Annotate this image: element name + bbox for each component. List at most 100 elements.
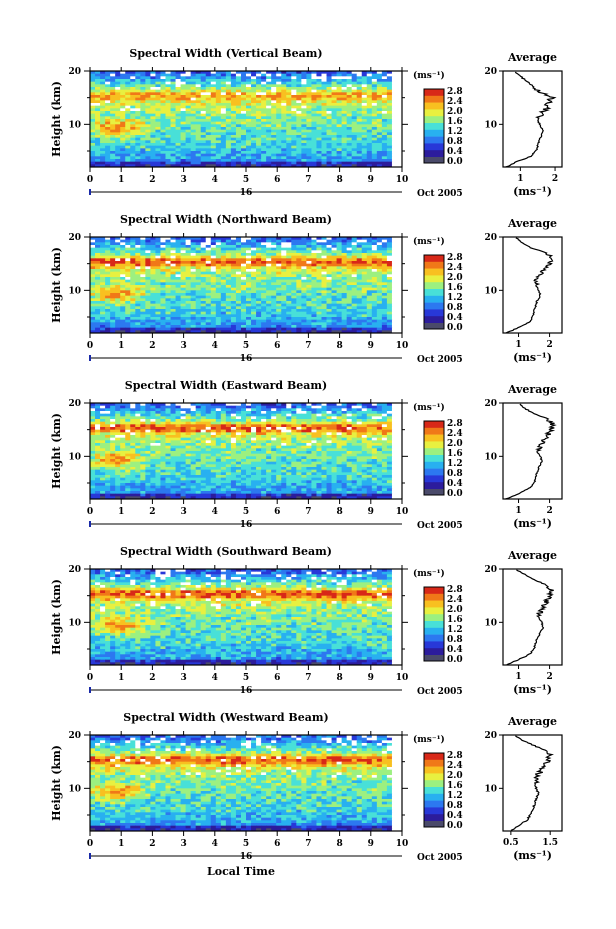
heatmap-cell [361,247,368,251]
heatmap-cell [326,325,332,329]
heatmap-cell [150,253,156,257]
heatmap-cell [336,113,343,117]
heatmap-cell [386,135,393,139]
heatmap-cell [376,314,383,318]
heatmap-cell [321,314,327,318]
heatmap-cell [150,71,156,75]
colorbar-unit: (ms⁻¹) [413,70,445,81]
heatmap-cell [220,279,227,283]
heatmap-cell [326,164,332,168]
heatmap-cell [150,301,156,305]
heatmap-cell [321,148,327,152]
heatmap-cell [391,290,398,294]
heatmap-cell [175,314,181,318]
heatmap-cell [200,293,207,297]
heatmap-cell [366,322,373,326]
heatmap-cell [266,108,272,112]
heatmap-cell [200,161,207,165]
heatmap-cell [261,306,267,310]
heatmap-cell [100,269,106,273]
heatmap-cell [110,279,116,283]
heatmap-cell [100,164,106,168]
heatmap-cell [210,253,217,257]
heatmap-cell [185,263,192,267]
heatmap-cell [240,258,247,262]
heatmap-cell [276,145,282,149]
heatmap-cell [195,151,202,155]
heatmap-cell [366,306,373,310]
heatmap-cell [220,113,227,117]
heatmap-cell [306,314,312,318]
heatmap-cell [316,413,322,417]
heatmap-cell [301,103,307,107]
heatmap-cell [276,301,282,305]
heatmap-cell [175,411,181,415]
heatmap-cell [281,161,287,165]
heatmap-cell [376,317,383,321]
heatmap-cell [135,274,141,278]
heatmap-cell [386,105,393,109]
heatmap-cell [170,132,176,136]
heatmap-cell [130,416,136,420]
heatmap-cell [160,250,166,254]
heatmap-cell [240,277,247,281]
heatmap-cell [371,119,378,123]
heatmap-cell [331,119,337,123]
heatmap-cell [185,153,192,157]
heatmap-cell [210,100,217,104]
heatmap-cell [155,314,161,318]
heatmap-cell [336,263,343,267]
heatmap-cell [195,255,202,259]
heatmap-cell [246,322,252,326]
heatmap-cell [230,97,237,101]
heatmap-cell [100,271,106,275]
heatmap-cell [291,124,297,128]
heatmap-cell [321,317,327,321]
heatmap-cell [165,239,171,243]
heatmap-cell [115,306,121,310]
heatmap-cell [371,319,378,323]
heatmap-cell [321,164,327,168]
heatmap-cell [95,164,101,168]
heatmap-cell [301,413,307,417]
heatmap-cell [361,314,368,318]
heatmap-cell [120,314,126,318]
heatmap-cell [160,258,166,262]
heatmap-cell [90,156,96,160]
heatmap-cell [135,242,141,246]
heatmap-cell [150,137,156,141]
heatmap-cell [175,285,181,289]
heatmap-cell [276,116,282,120]
heatmap-cell [215,271,222,275]
heatmap-cell [381,164,388,168]
heatmap-cell [256,156,262,160]
heatmap-cell [341,239,348,243]
heatmap-cell [321,263,327,267]
heatmap-cell [230,239,237,243]
heatmap-cell [205,314,212,318]
heatmap-cell [346,250,353,254]
heatmap-cell [225,92,232,96]
heatmap-cell [110,79,116,83]
heatmap-cell [190,145,197,149]
heatmap-cell [240,250,247,254]
heatmap-cell [256,164,262,168]
heatmap-cell [366,145,373,149]
heatmap-cell [256,245,262,249]
heatmap-cell [316,261,322,265]
heatmap-cell [391,242,398,246]
heatmap-cell [336,411,343,415]
heatmap-cell [361,282,368,286]
heatmap-cell [150,405,156,409]
heatmap-cell [256,135,262,139]
heatmap-cell [291,279,297,283]
heatmap-cell [386,145,393,149]
heatmap-cell [170,87,176,91]
heatmap-cell [195,111,202,115]
heatmap-cell [296,255,302,259]
heatmap-cell [150,245,156,249]
heatmap-cell [180,105,187,109]
heatmap-cell [105,266,111,270]
heatmap-cell [336,301,343,305]
heatmap-cell [346,298,353,302]
